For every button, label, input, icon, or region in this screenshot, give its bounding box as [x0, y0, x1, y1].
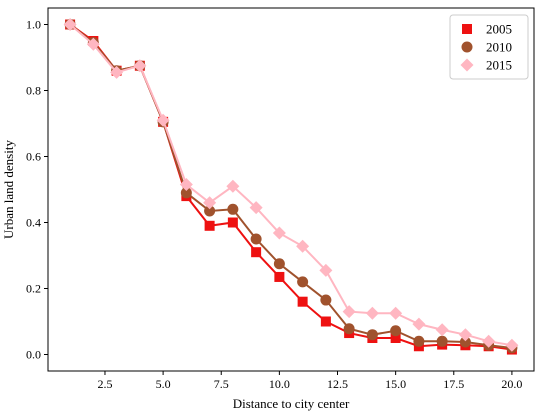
x-tick-label: 15.0	[385, 377, 406, 391]
legend-label-2015: 2015	[486, 58, 512, 73]
data-point-2005	[274, 271, 285, 282]
legend-marker-2005	[462, 24, 472, 34]
data-point-2015	[319, 263, 333, 277]
series-2010	[64, 19, 518, 354]
data-point-2010	[366, 329, 378, 341]
legend-marker-2015	[460, 58, 474, 72]
data-point-2010	[227, 203, 239, 215]
data-point-2015	[389, 306, 403, 320]
data-point-2005	[297, 296, 308, 307]
data-point-2010	[180, 187, 192, 199]
x-tick-label: 2.5	[97, 377, 112, 391]
data-point-2005	[251, 247, 262, 258]
x-tick-label: 10.0	[269, 377, 290, 391]
plot-area	[63, 18, 519, 355]
data-point-2015	[156, 113, 170, 127]
data-point-2010	[297, 276, 309, 288]
x-tick-label: 20.0	[501, 377, 522, 391]
data-point-2010	[343, 323, 355, 335]
data-point-2010	[436, 335, 448, 347]
data-point-2010	[273, 258, 285, 270]
y-tick-label: 0.8	[26, 84, 41, 98]
data-point-2015	[86, 37, 100, 51]
data-point-2015	[179, 178, 193, 192]
data-point-2010	[459, 336, 471, 348]
data-point-2005	[204, 220, 215, 231]
data-point-2015	[63, 18, 77, 31]
series-line-2005	[69, 23, 513, 351]
legend-label-2010: 2010	[486, 40, 512, 55]
data-point-2005	[390, 333, 401, 343]
legend-marker-2010	[461, 41, 473, 53]
data-point-2015	[133, 59, 147, 73]
data-point-2015	[435, 323, 449, 337]
data-point-2015	[226, 179, 240, 193]
data-point-2015	[458, 328, 472, 342]
data-point-2015	[412, 317, 426, 331]
data-point-2015	[296, 239, 310, 253]
y-tick-label: 1.0	[26, 18, 41, 32]
data-point-2005	[320, 316, 331, 327]
data-point-2010	[413, 335, 425, 347]
x-axis-ticks: 2.5 5.0 7.5 10.0 12.5 15.0 17.5 20.0	[97, 371, 522, 391]
data-point-2015	[249, 201, 263, 215]
x-axis-label: Distance to city center	[233, 396, 350, 411]
x-tick-label: 5.0	[156, 377, 171, 391]
data-point-2010	[204, 205, 216, 217]
data-point-2010	[390, 325, 402, 337]
series-2015	[63, 18, 519, 352]
data-point-2015	[272, 226, 286, 240]
plot-frame	[47, 7, 535, 372]
data-point-2015	[342, 305, 356, 319]
y-axis-ticks: 0.0 0.2 0.4 0.6 0.8 1.0	[26, 18, 48, 362]
data-point-2015	[203, 196, 217, 210]
x-tick-label: 12.5	[327, 377, 348, 391]
y-tick-label: 0.2	[26, 282, 41, 296]
data-point-2015	[505, 338, 519, 352]
data-point-2015	[110, 65, 124, 79]
series-2005	[65, 19, 517, 355]
data-point-2010	[250, 233, 262, 245]
series-line-2010	[69, 23, 513, 349]
data-point-2015	[365, 306, 379, 320]
series-line-2015	[69, 23, 513, 347]
legend-label-2005: 2005	[486, 22, 512, 37]
data-point-2015	[482, 334, 496, 348]
y-tick-label: 0.0	[26, 348, 41, 362]
y-tick-label: 0.6	[26, 150, 41, 164]
data-point-2005	[227, 217, 238, 228]
y-axis-label: Urban land density	[1, 140, 16, 239]
x-tick-label: 17.5	[443, 377, 464, 391]
y-tick-label: 0.4	[26, 216, 41, 230]
data-point-2010	[320, 294, 332, 306]
legend: 2005 2010 2015	[449, 14, 529, 80]
x-tick-label: 7.5	[214, 377, 229, 391]
